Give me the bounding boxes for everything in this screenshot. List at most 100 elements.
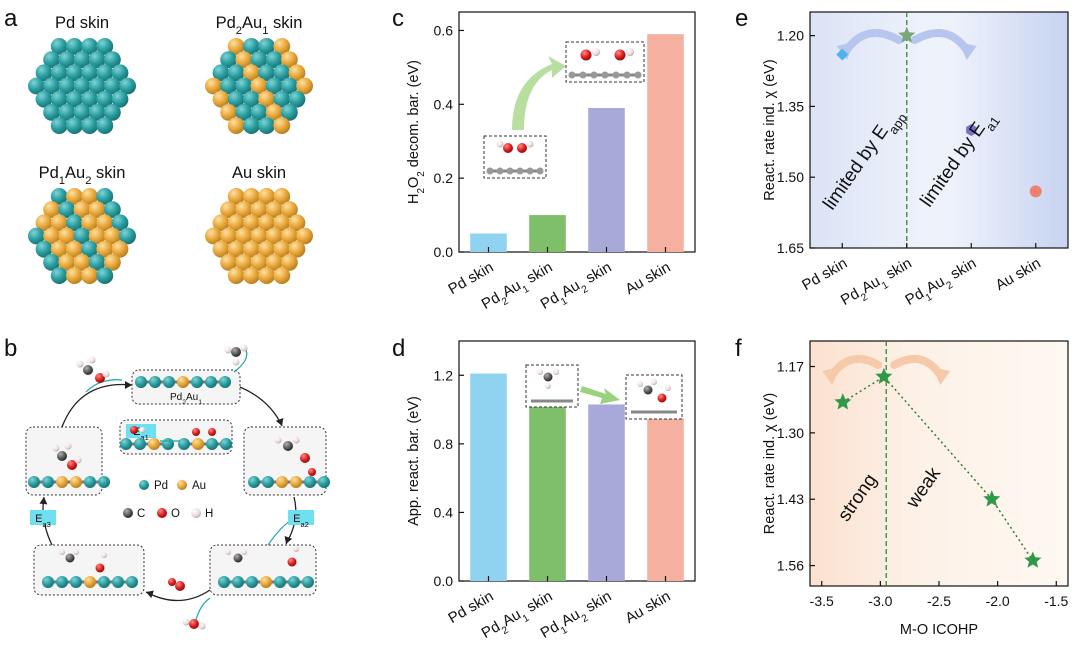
point-3 xyxy=(1029,185,1042,198)
inset-c-atom xyxy=(643,385,653,395)
regime-arrowhead-right xyxy=(958,42,977,60)
au-atom xyxy=(66,188,83,205)
pd-atom xyxy=(235,77,253,95)
chart-e-rate-index: limited by Eapp limited by Ea11.201.351.5… xyxy=(762,11,1069,309)
au-atom xyxy=(250,254,268,271)
au-atom xyxy=(227,188,245,205)
pd-atom xyxy=(35,90,53,108)
pd-atom xyxy=(58,77,76,95)
chart-d-y-tick-label-3: 1.2 xyxy=(434,367,454,383)
o-atom xyxy=(192,428,200,436)
inset-h-atom xyxy=(637,381,643,387)
pd-atom xyxy=(42,576,54,588)
c-atom xyxy=(233,553,243,563)
pd-atom xyxy=(318,476,330,488)
au-atom xyxy=(66,240,83,258)
chart-f-x-tick-label-2: -2.5 xyxy=(927,593,951,609)
ea2-label: Ea2 xyxy=(293,513,309,529)
au-atom xyxy=(220,254,238,271)
pd-atom xyxy=(191,376,203,388)
transition-arrow xyxy=(580,386,620,404)
point-2 xyxy=(983,490,1001,507)
pd-atom xyxy=(262,476,274,488)
inset-atom xyxy=(579,71,587,79)
pd-atom xyxy=(288,90,306,108)
o-atom xyxy=(95,563,105,573)
au-atom xyxy=(296,77,313,95)
h-atom xyxy=(232,358,240,366)
au-atom xyxy=(227,117,245,134)
pd-atom xyxy=(111,214,129,232)
legend-c-swatch xyxy=(123,508,133,518)
ea3-label: Ea3 xyxy=(35,513,51,529)
chart-f-y-axis-label: React. rate ind. χ (eV) xyxy=(762,393,778,534)
pd-atom xyxy=(243,90,260,108)
pd-atom xyxy=(96,90,114,108)
surface-caption-2: Pd1Au2 skin xyxy=(39,164,126,187)
pd-atom xyxy=(50,90,68,108)
cycle-arrow-5 xyxy=(61,383,133,428)
pd-atom xyxy=(232,576,244,588)
pd-atom xyxy=(43,77,60,95)
cyan-arrow xyxy=(195,597,211,621)
pd-atom xyxy=(70,576,82,588)
au-atom xyxy=(88,201,106,219)
au-atom xyxy=(96,214,114,232)
au-atom xyxy=(235,51,253,68)
chart-e-y-tick-label-2: 1.50 xyxy=(777,169,804,185)
inset-atom xyxy=(568,71,576,79)
plot-background xyxy=(810,12,1068,248)
au-atom xyxy=(250,201,268,219)
pd-atom xyxy=(42,476,54,488)
pd-atom xyxy=(281,77,298,95)
chart-c-y-tick-label-3: 0.6 xyxy=(434,22,454,38)
chart-f-x-tick-label-1: -3.0 xyxy=(868,593,892,609)
pd-atom xyxy=(28,476,40,488)
au-atom xyxy=(220,201,238,219)
chart-e-y-tick-label-0: 1.20 xyxy=(777,28,804,44)
au-atom xyxy=(258,188,275,205)
pd-atom xyxy=(248,476,260,488)
pd-atom xyxy=(206,438,218,450)
h-atom xyxy=(240,344,248,352)
pd-atom xyxy=(302,576,314,588)
surface-caption-1: Pd2Au1 skin xyxy=(216,14,303,37)
pd-atom xyxy=(73,77,91,95)
h-atom xyxy=(74,456,82,464)
point-3 xyxy=(1024,551,1042,568)
au-atom xyxy=(205,77,222,95)
pd-atom xyxy=(273,90,291,108)
au-atom xyxy=(243,267,260,284)
pd-atom xyxy=(84,476,96,488)
pd-atom xyxy=(88,254,106,271)
au-atom xyxy=(43,201,60,219)
pd-atom xyxy=(104,201,121,219)
au-atom xyxy=(73,254,91,271)
surface-cluster-2 xyxy=(28,188,136,284)
inset-h-atom xyxy=(651,379,657,385)
au-atom xyxy=(281,51,298,68)
pd-atom xyxy=(81,240,98,258)
pd-atom xyxy=(73,51,91,68)
inset-h-atom xyxy=(592,48,600,56)
pd-atom xyxy=(50,188,68,205)
pd-atom xyxy=(88,104,106,121)
pd-atom xyxy=(66,64,83,82)
axes-frame xyxy=(458,11,696,253)
pd-atom xyxy=(104,104,121,121)
au-atom xyxy=(273,38,291,55)
o-atom xyxy=(300,453,310,463)
c-atom xyxy=(57,451,67,461)
pd-atom xyxy=(134,438,146,450)
axes-frame xyxy=(458,340,696,582)
o-atom xyxy=(189,619,199,629)
pd-atom xyxy=(111,90,129,108)
chart-e-x-tick-label-3: Au skin xyxy=(993,255,1044,294)
pd-atom xyxy=(119,227,136,245)
au-atom xyxy=(220,227,238,245)
chart-f-y-tick-label-3: 1.56 xyxy=(777,558,804,574)
h-atom xyxy=(76,360,84,368)
pd-atom xyxy=(220,77,238,95)
